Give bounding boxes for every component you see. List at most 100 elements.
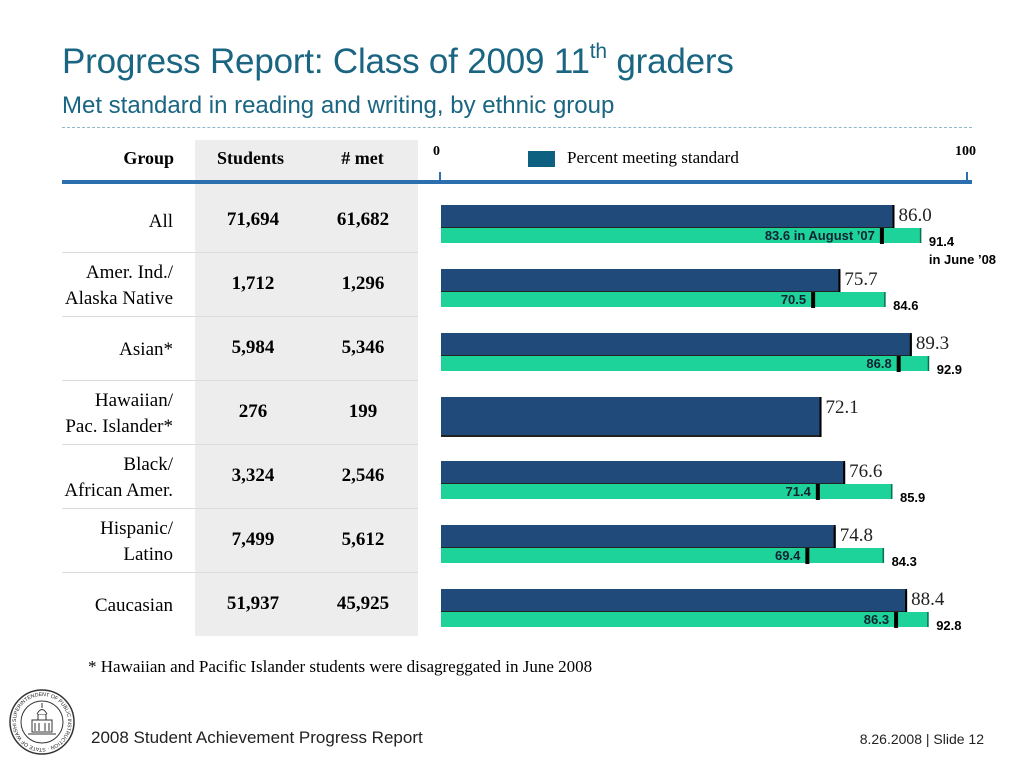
table-row-group: Asian* bbox=[20, 337, 173, 363]
bar-prev-label: 83.6 in August ’07 bbox=[765, 228, 875, 243]
bar-prev-marker bbox=[896, 356, 901, 372]
table-row-group-line: Black/ bbox=[123, 454, 173, 475]
bar-percent-met bbox=[441, 205, 893, 227]
table-row-divider bbox=[62, 508, 418, 509]
header-met: # met bbox=[341, 148, 384, 168]
bar-prev-marker bbox=[815, 484, 820, 500]
footnote: * Hawaiian and Pacific Islander students… bbox=[88, 657, 593, 676]
title-tail: graders bbox=[606, 42, 734, 81]
table-row-group: Black/African Amer. bbox=[20, 452, 173, 504]
table-row-group-line: Latino bbox=[123, 544, 173, 565]
bar-curr-label: 85.9 bbox=[900, 490, 925, 505]
numbers-column-band bbox=[195, 140, 418, 636]
june-annotation: in June ’08 bbox=[929, 252, 996, 267]
bar-update-range bbox=[441, 228, 921, 243]
bar-percent-met bbox=[441, 397, 820, 435]
legend-swatch bbox=[528, 151, 555, 167]
table-row-group-line: Alaska Native bbox=[64, 288, 173, 309]
header-rule bbox=[62, 180, 972, 184]
bar-prev-label: 86.8 bbox=[866, 356, 891, 371]
bar-curr-label: 84.3 bbox=[892, 554, 917, 569]
table-row-divider bbox=[62, 252, 418, 253]
bar-value-label: 72.1 bbox=[826, 397, 859, 418]
bar-end-marker bbox=[833, 525, 836, 549]
bar-value-label: 89.3 bbox=[916, 333, 949, 354]
bar-curr-marker bbox=[927, 612, 929, 627]
bar-curr-label: 91.4 bbox=[929, 234, 955, 249]
bar-end-marker bbox=[905, 589, 908, 613]
axis-max-label: 100 bbox=[955, 144, 976, 159]
table-row-students: 3,324 bbox=[231, 465, 275, 486]
bar-prev-label: 71.4 bbox=[786, 484, 812, 499]
title-divider bbox=[62, 127, 972, 128]
table-row-met: 2,546 bbox=[341, 465, 385, 486]
bar-curr-marker bbox=[927, 356, 930, 371]
bar-end-marker bbox=[892, 205, 895, 229]
table-row-met: 199 bbox=[348, 401, 378, 422]
page-subtitle: Met standard in reading and writing, by … bbox=[62, 92, 615, 119]
bar-curr-marker bbox=[890, 484, 893, 499]
table-row-group-line: Asian* bbox=[119, 339, 173, 360]
table-row-group-line: All bbox=[148, 211, 173, 232]
table-row-group-line: Pac. Islander* bbox=[65, 416, 173, 437]
bar-value-label: 88.4 bbox=[911, 589, 945, 610]
table-row-group-line: Hispanic/ bbox=[100, 518, 173, 539]
bar-prev-label: 69.4 bbox=[775, 548, 801, 563]
table-row-students: 71,694 bbox=[226, 209, 280, 230]
table-row-group-line: Hawaiian/ bbox=[94, 390, 173, 411]
table-row-group: Hispanic/Latino bbox=[20, 516, 173, 568]
bar-prev-label: 70.5 bbox=[781, 292, 806, 307]
bar-curr-marker bbox=[919, 228, 922, 243]
table-row-met: 1,296 bbox=[341, 273, 385, 294]
footer-date-slide: 8.26.2008 | Slide 12 bbox=[859, 731, 984, 747]
legend-label: Percent meeting standard bbox=[567, 148, 739, 167]
bar-value-label: 76.6 bbox=[849, 461, 882, 482]
table-row-students: 5,984 bbox=[231, 337, 275, 358]
table-row-group-line: Amer. Ind./ bbox=[85, 262, 173, 283]
bar-prev-marker bbox=[879, 228, 884, 244]
table-row-students: 1,712 bbox=[231, 273, 275, 294]
bar-curr-marker bbox=[884, 292, 886, 307]
bar-prev-marker bbox=[805, 548, 810, 564]
bar-percent-met bbox=[441, 589, 906, 611]
bar-percent-met bbox=[441, 333, 910, 355]
axis-tick-max bbox=[966, 172, 968, 182]
bar-end-marker bbox=[819, 397, 822, 437]
bar-prev-label: 86.3 bbox=[864, 612, 889, 627]
bar-percent-met bbox=[441, 525, 834, 547]
state-seal-logo: SUPERINTENDENT OF PUBLIC INSTRUCTION · S… bbox=[8, 688, 75, 755]
header-students: Students bbox=[216, 148, 285, 168]
page-title: Progress Report: Class of 2009 11th grad… bbox=[62, 40, 734, 82]
bar-prev-marker bbox=[894, 612, 899, 628]
table-row-students: 51,937 bbox=[226, 593, 280, 614]
bar-update-range bbox=[441, 356, 929, 371]
bar-end-marker bbox=[838, 269, 841, 293]
bar-value-label: 86.0 bbox=[899, 205, 932, 226]
table-row-met: 5,612 bbox=[341, 529, 385, 550]
footer-report-title: 2008 Student Achievement Progress Report bbox=[91, 728, 423, 747]
table-row-group: Hawaiian/Pac. Islander* bbox=[20, 388, 173, 440]
bar-end-marker bbox=[909, 333, 912, 357]
table-row-group: All bbox=[20, 209, 173, 235]
bar-update-range bbox=[441, 484, 892, 499]
bar-value-label: 75.7 bbox=[844, 269, 877, 290]
axis-tick-min bbox=[439, 172, 441, 182]
bar-curr-marker bbox=[882, 548, 885, 563]
bar-percent-met bbox=[441, 461, 844, 483]
table-row-met: 45,925 bbox=[336, 593, 390, 614]
title-main: Progress Report: Class of 2009 11 bbox=[62, 42, 590, 81]
bar-update-range bbox=[441, 292, 886, 307]
bar-prev-marker bbox=[811, 292, 816, 308]
bar-curr-label: 92.8 bbox=[936, 618, 961, 633]
table-row-students: 276 bbox=[238, 401, 268, 422]
title-superscript: th bbox=[589, 40, 607, 64]
table-row-met: 61,682 bbox=[336, 209, 390, 230]
table-row-divider bbox=[62, 572, 418, 573]
table-row-students: 7,499 bbox=[231, 529, 275, 550]
axis-min-label: 0 bbox=[433, 144, 440, 159]
header-group: Group bbox=[123, 148, 174, 168]
table-row-divider bbox=[62, 380, 418, 381]
bar-update-range bbox=[441, 612, 929, 627]
bar-curr-label: 84.6 bbox=[893, 298, 918, 313]
